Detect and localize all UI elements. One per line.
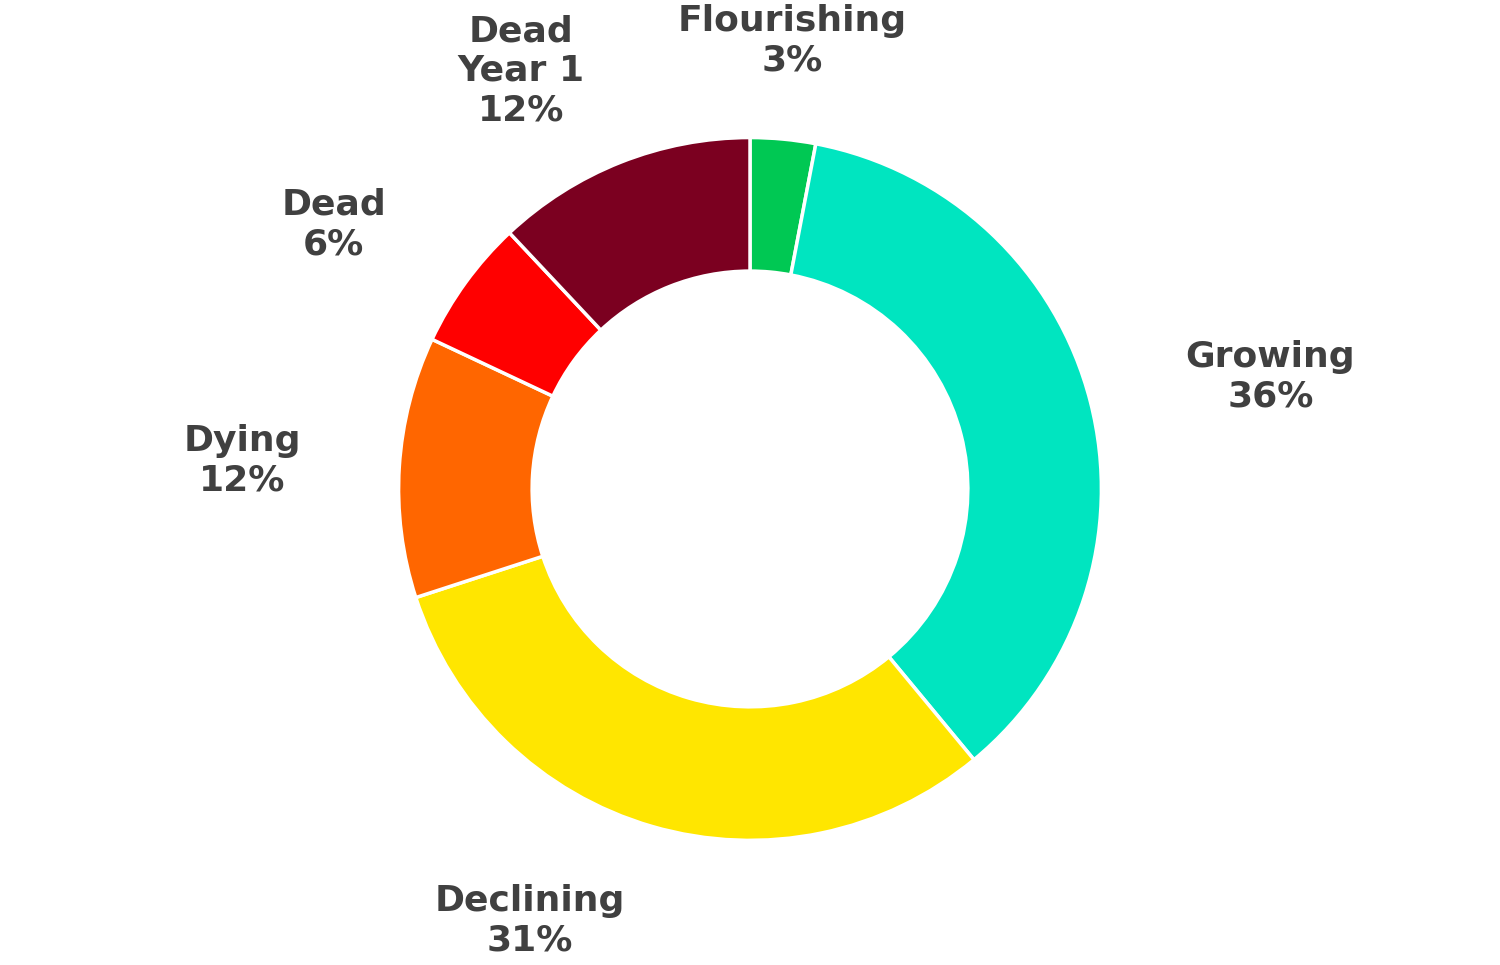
Text: Growing
36%: Growing 36% <box>1185 341 1356 414</box>
Text: Dying
12%: Dying 12% <box>183 424 302 497</box>
Wedge shape <box>750 138 816 275</box>
Text: Dead
6%: Dead 6% <box>282 188 386 262</box>
Wedge shape <box>790 144 1101 759</box>
Text: Dead
Year 1
12%: Dead Year 1 12% <box>458 14 585 127</box>
Wedge shape <box>399 340 554 597</box>
Wedge shape <box>510 138 750 330</box>
Text: Declining
31%: Declining 31% <box>433 884 624 957</box>
Text: Flourishing
3%: Flourishing 3% <box>678 5 908 78</box>
Wedge shape <box>432 233 602 397</box>
Wedge shape <box>416 556 974 841</box>
